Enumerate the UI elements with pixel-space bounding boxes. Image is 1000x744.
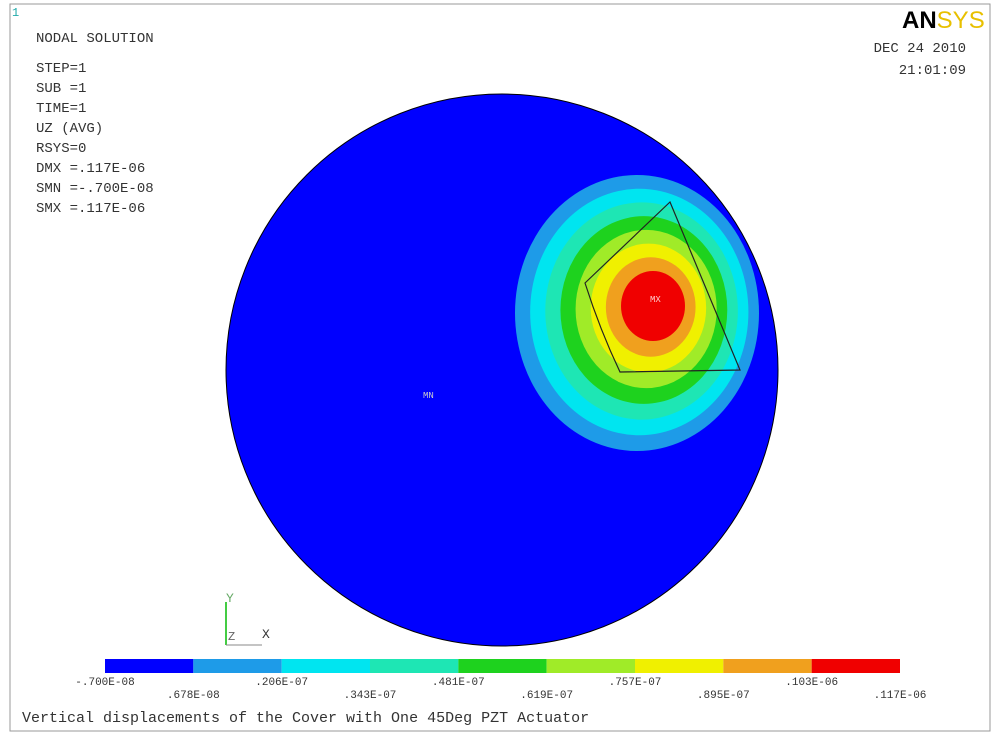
legend-label: .757E-07 — [609, 677, 662, 689]
logo-an: AN — [902, 7, 937, 34]
legend-swatch — [723, 659, 812, 673]
info-line: STEP=1 — [36, 61, 86, 77]
legend-label: .678E-08 — [167, 690, 220, 702]
logo: ANSYS — [902, 7, 985, 34]
info-line: TIME=1 — [36, 101, 86, 117]
legend-swatch — [458, 659, 547, 673]
info-line: SMN =-.700E-08 — [36, 181, 154, 197]
legend-swatch — [193, 659, 282, 673]
plot-title: NODAL SOLUTION — [36, 31, 154, 47]
legend-label: .206E-07 — [255, 677, 308, 689]
legend-swatch — [546, 659, 635, 673]
legend-swatch — [105, 659, 194, 673]
date: DEC 24 2010 — [874, 41, 966, 57]
legend-swatch — [281, 659, 370, 673]
legend-swatch — [635, 659, 724, 673]
info-line: SMX =.117E-06 — [36, 201, 145, 217]
min-label: MN — [423, 391, 434, 401]
triad-x: X — [262, 627, 270, 642]
legend-label: .103E-06 — [785, 677, 838, 689]
triad-z: Z — [228, 630, 235, 644]
info-line: SUB =1 — [36, 81, 86, 97]
legend-label: -.700E-08 — [75, 677, 134, 689]
contour-band — [621, 271, 685, 341]
info-line: DMX =.117E-06 — [36, 161, 145, 177]
logo-sys: SYS — [937, 7, 985, 34]
caption: Vertical displacements of the Cover with… — [22, 710, 589, 727]
legend-label: .619E-07 — [520, 690, 573, 702]
max-label: MX — [650, 295, 661, 305]
legend-label: .117E-06 — [874, 690, 927, 702]
actuator-outline — [584, 200, 741, 373]
info-line: UZ (AVG) — [36, 121, 103, 137]
window-number: 1 — [12, 6, 19, 20]
legend-swatch — [811, 659, 900, 673]
time: 21:01:09 — [899, 63, 966, 79]
legend-swatch — [370, 659, 459, 673]
legend-label: .343E-07 — [344, 690, 397, 702]
legend-label: .895E-07 — [697, 690, 750, 702]
info-line: RSYS=0 — [36, 141, 86, 157]
triad-y: Y — [226, 591, 234, 606]
legend-label: .481E-07 — [432, 677, 485, 689]
